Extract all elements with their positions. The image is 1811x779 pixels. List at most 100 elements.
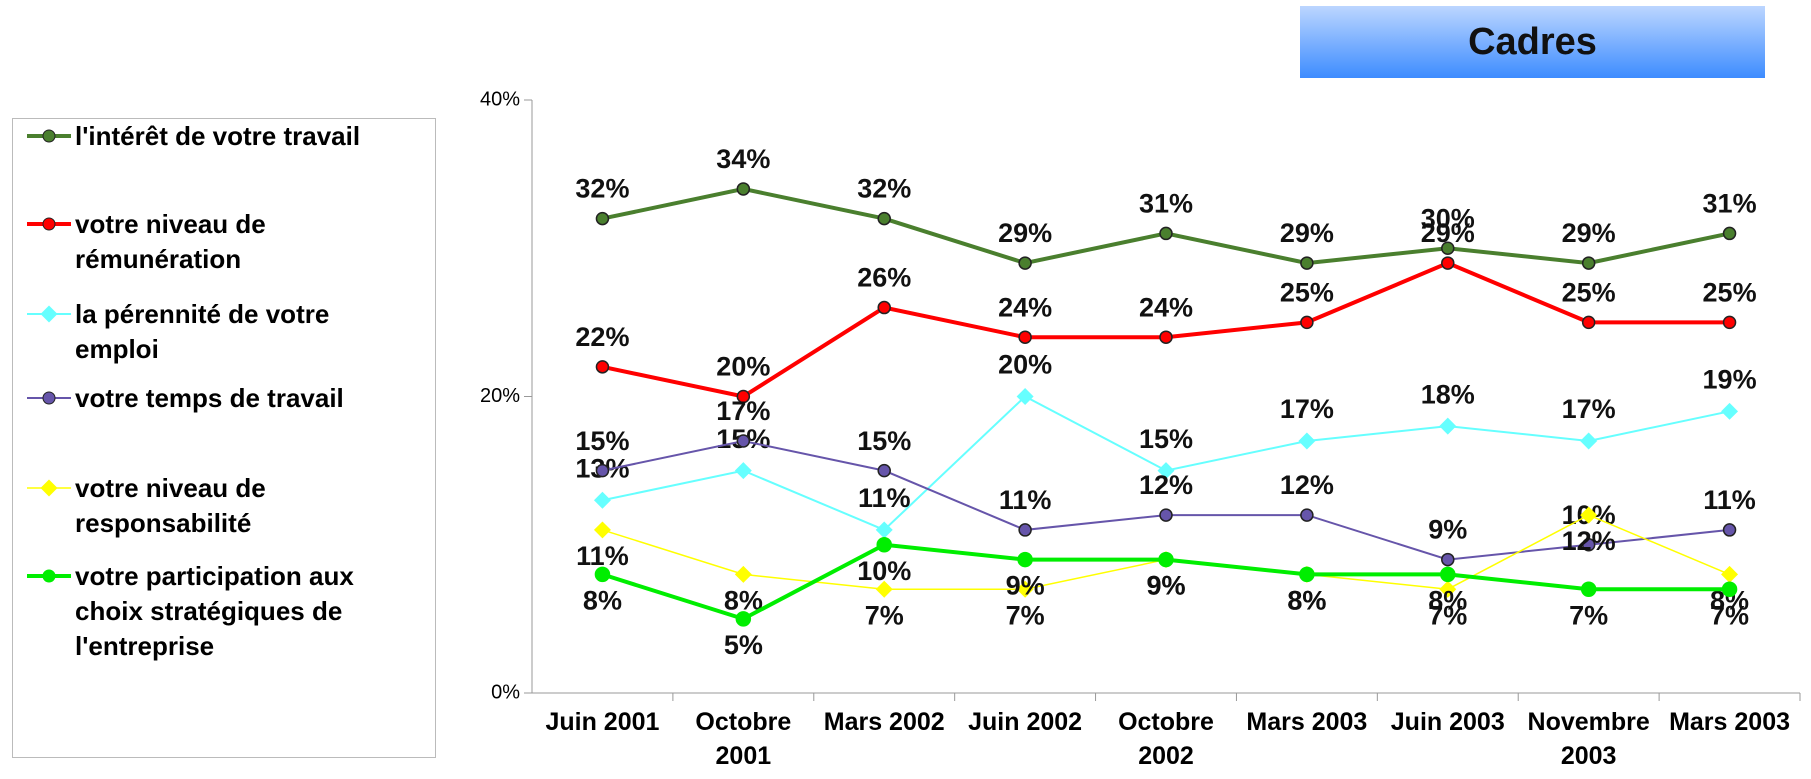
legend-text: votre niveau de responsabilité bbox=[75, 473, 266, 538]
marker bbox=[1721, 581, 1738, 597]
data-label: 15% bbox=[1139, 424, 1193, 454]
legend-item: votre temps de travail bbox=[27, 381, 427, 416]
data-label: 29% bbox=[1280, 218, 1334, 248]
marker bbox=[1441, 256, 1455, 270]
marker bbox=[1159, 508, 1173, 522]
x-tick-label: Juin 2002 bbox=[968, 708, 1083, 736]
data-label: 11% bbox=[1703, 485, 1756, 515]
marker bbox=[1159, 226, 1173, 241]
legend-text: l'intérêt de votre travail bbox=[75, 121, 361, 151]
data-label: 12% bbox=[1280, 470, 1334, 500]
data-label: 10% bbox=[857, 556, 911, 586]
marker bbox=[877, 211, 891, 226]
data-label: 7% bbox=[1710, 600, 1749, 630]
data-label: 29% bbox=[1562, 218, 1616, 248]
marker bbox=[1441, 552, 1455, 567]
legend-marker bbox=[27, 305, 71, 323]
marker bbox=[1017, 551, 1033, 568]
legend-marker bbox=[27, 479, 71, 497]
data-label: 8% bbox=[1428, 586, 1467, 616]
data-label: 17% bbox=[716, 396, 770, 426]
series-line bbox=[602, 260, 1730, 399]
y-tick-label: 40% bbox=[480, 88, 520, 110]
data-label: 19% bbox=[1703, 364, 1757, 394]
data-label: 25% bbox=[1703, 278, 1757, 308]
data-label: 7% bbox=[865, 600, 904, 630]
marker bbox=[1018, 523, 1032, 537]
marker bbox=[875, 521, 893, 539]
data-label: 15% bbox=[857, 426, 911, 456]
marker bbox=[877, 463, 891, 478]
marker bbox=[1018, 330, 1032, 344]
chart-title: Cadres bbox=[1300, 6, 1765, 78]
marker bbox=[1580, 432, 1598, 450]
data-label: 12% bbox=[1562, 526, 1616, 556]
legend-item: votre niveau de rémunération bbox=[27, 207, 427, 277]
series-line bbox=[602, 439, 1730, 561]
data-label: 24% bbox=[1139, 292, 1193, 322]
x-tick-label: Mars 2003 bbox=[1669, 708, 1791, 736]
legend-text: votre temps de travail bbox=[75, 383, 344, 413]
marker bbox=[1018, 256, 1032, 270]
marker bbox=[1721, 565, 1739, 583]
data-label: 8% bbox=[1287, 586, 1326, 616]
legend-text: la pérennité de votre emploi bbox=[75, 299, 330, 364]
marker bbox=[1441, 241, 1455, 255]
data-label: 11% bbox=[576, 541, 629, 571]
data-label: 31% bbox=[1139, 189, 1193, 219]
legend-dot bbox=[42, 391, 56, 405]
marker bbox=[1581, 538, 1596, 552]
data-label: 24% bbox=[998, 292, 1052, 322]
marker bbox=[734, 565, 752, 583]
marker bbox=[1298, 432, 1316, 450]
x-tick-label: Juin 2001 bbox=[545, 708, 660, 736]
marker bbox=[1300, 256, 1314, 270]
legend-item: la pérennité de votre emploi bbox=[27, 297, 427, 367]
data-label: 32% bbox=[575, 174, 629, 204]
marker bbox=[1439, 580, 1457, 598]
marker bbox=[734, 462, 752, 480]
data-label: 7% bbox=[1569, 600, 1608, 630]
data-label: 31% bbox=[1703, 189, 1757, 219]
marker bbox=[736, 389, 751, 404]
marker bbox=[594, 566, 611, 583]
marker bbox=[1722, 315, 1737, 330]
legend-marker bbox=[27, 391, 71, 405]
data-label: 7% bbox=[1428, 600, 1467, 630]
marker bbox=[877, 300, 891, 315]
x-tick-label: Octobre 2001 bbox=[695, 708, 792, 770]
legend-text: votre participation aux choix stratégiqu… bbox=[75, 561, 354, 661]
data-label: 9% bbox=[1006, 571, 1045, 601]
marker bbox=[1440, 566, 1456, 583]
data-label: 18% bbox=[1421, 379, 1475, 409]
legend-dot bbox=[40, 479, 58, 497]
marker bbox=[593, 521, 611, 539]
data-label: 8% bbox=[583, 586, 622, 616]
legend: l'intérêt de votre travail votre niveau d… bbox=[12, 118, 436, 758]
marker bbox=[876, 537, 892, 553]
legend-marker bbox=[27, 217, 71, 231]
legend-dot bbox=[42, 217, 56, 231]
legend-dot bbox=[40, 305, 58, 323]
legend-item: l'intérêt de votre travail bbox=[27, 119, 427, 154]
x-tick-label: Mars 2002 bbox=[823, 708, 945, 736]
data-label: 17% bbox=[1280, 394, 1334, 424]
legend-item: votre niveau de responsabilité bbox=[27, 471, 427, 541]
marker bbox=[736, 182, 751, 196]
x-tick-label: Mars 2003 bbox=[1246, 708, 1368, 736]
data-label: 11% bbox=[999, 485, 1052, 515]
data-label: 11% bbox=[858, 483, 911, 513]
data-label: 17% bbox=[1562, 394, 1616, 424]
x-tick-label: Novembre 2003 bbox=[1527, 708, 1650, 770]
data-label: 8% bbox=[1287, 586, 1326, 616]
data-label: 9% bbox=[1146, 571, 1185, 601]
marker bbox=[1159, 330, 1173, 344]
marker bbox=[875, 580, 893, 598]
marker bbox=[1722, 226, 1737, 241]
marker bbox=[1581, 315, 1596, 330]
y-tick-label: 20% bbox=[480, 385, 520, 407]
x-tick-label: Juin 2003 bbox=[1390, 708, 1505, 736]
marker bbox=[1580, 581, 1597, 597]
legend-marker bbox=[27, 129, 71, 143]
